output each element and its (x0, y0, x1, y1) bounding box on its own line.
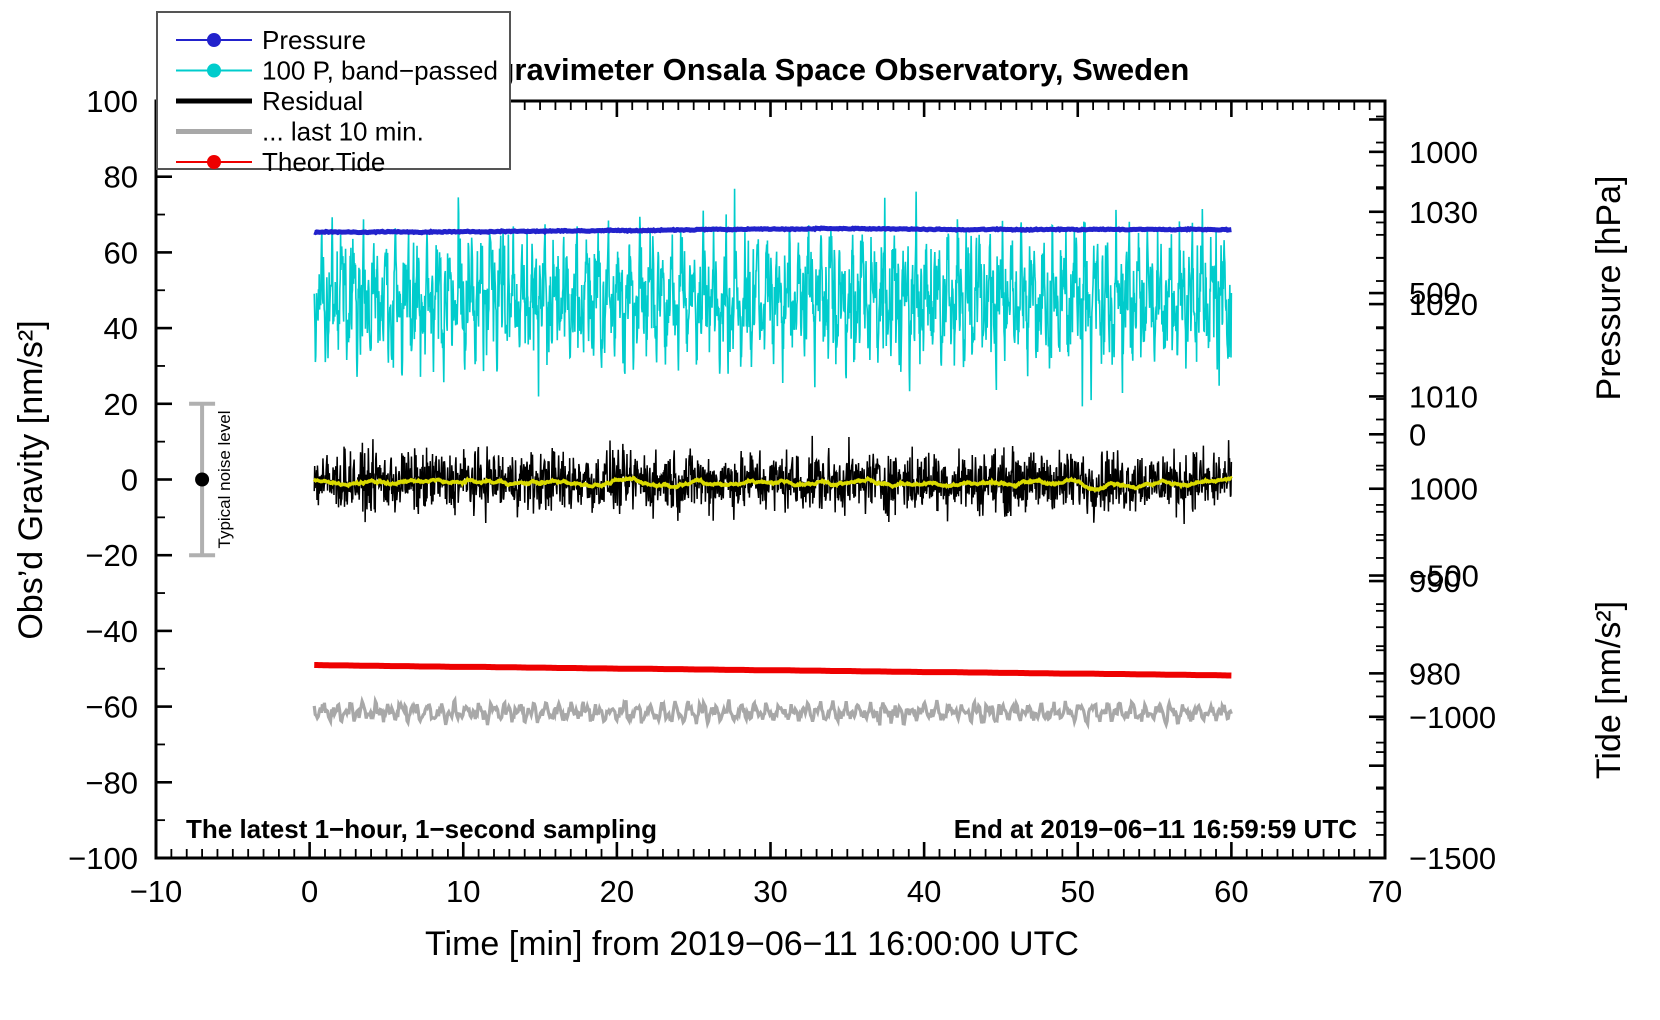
annotation-bottom-right: End at 2019−06−11 16:59:59 UTC (954, 814, 1357, 844)
y-tick-label: −60 (85, 690, 138, 725)
x-tick-label: −10 (130, 874, 183, 909)
legend-marker (207, 33, 221, 47)
legend-item[interactable]: Pressure (176, 25, 366, 55)
bottom-axis-title: Time [min] from 2019−06−11 16:00:00 UTC (425, 925, 1079, 963)
series-residual-smoothed (312, 475, 1233, 493)
y-tick-label: 80 (104, 160, 138, 195)
x-tick-label: 70 (1368, 874, 1402, 909)
tide-tick-label: 500 (1409, 276, 1461, 311)
series-layer (312, 188, 1233, 731)
pressure-tick-label: 1000 (1409, 472, 1478, 507)
x-tick-label: 30 (753, 874, 787, 909)
series-pressure (313, 225, 1232, 236)
tide-tick-label: −500 (1409, 559, 1479, 594)
right-pressure-axis-title: Pressure [hPa] (1590, 176, 1628, 401)
x-tick-label: 50 (1061, 874, 1095, 909)
tide-tick-label: −1500 (1409, 841, 1496, 876)
pressure-tick-label: 980 (1409, 656, 1461, 691)
y-tick-label: −40 (85, 614, 138, 649)
tide-tick-label: 1000 (1409, 135, 1478, 170)
legend-label: 100 P, band−passed (262, 56, 498, 86)
x-tick-label: 20 (600, 874, 634, 909)
y-tick-label: 0 (121, 463, 138, 498)
y-tick-label: −80 (85, 765, 138, 800)
y-tick-label: −100 (68, 841, 138, 876)
legend-label: ... last 10 min. (262, 117, 424, 147)
pressure-tick-label: 990 (1409, 564, 1461, 599)
x-tick-label: 60 (1214, 874, 1248, 909)
legend-marker (207, 63, 221, 78)
pressure-tick-label: 1030 (1409, 195, 1478, 230)
series-residual (313, 435, 1233, 524)
y-tick-label: 100 (86, 84, 138, 119)
legend-label: Pressure (262, 25, 366, 55)
y-tick-label: 20 (104, 387, 138, 422)
legend-item[interactable]: Theor.Tide (176, 147, 385, 177)
legend-item[interactable]: 100 P, band−passed (176, 56, 498, 86)
tide-tick-label: −1000 (1409, 700, 1496, 735)
series-last-10-min (312, 695, 1233, 731)
tick-label-layer: −10 0 10 20 30 40 50 60 70100806040200−20−40−60−… (68, 84, 1496, 909)
annotation-bottom-left: The latest 1−hour, 1−second sampling (186, 814, 657, 844)
legend-marker (207, 155, 221, 169)
y-tick-label: 60 (104, 235, 138, 270)
pressure-tick-label: 1020 (1409, 287, 1478, 322)
x-tick-label: 40 (907, 874, 941, 909)
x-tick-label: 10 (446, 874, 480, 909)
y-tick-label: −20 (85, 538, 138, 573)
series-band-passed (313, 188, 1233, 407)
legend-item[interactable]: ... last 10 min. (176, 117, 424, 147)
series-theor-tide (314, 661, 1232, 679)
legend-box (156, 11, 511, 170)
tide-tick-label: 0 (1409, 417, 1426, 452)
right-tide-axis-title: Tide [nm/s²] (1590, 601, 1628, 779)
y-tick-label: 40 (104, 311, 138, 346)
legend-label: Residual (262, 86, 363, 116)
legend-item[interactable]: Residual (176, 86, 363, 116)
x-tick-label: 0 (301, 874, 318, 909)
typical-noise-errorbar (189, 401, 216, 558)
typical-noise-label: Typical noise level (215, 411, 234, 549)
left-axis-title: Obs’d Gravity [nm/s²] (12, 320, 50, 639)
pressure-tick-label: 1010 (1409, 379, 1478, 414)
legend-label: Theor.Tide (262, 147, 385, 177)
